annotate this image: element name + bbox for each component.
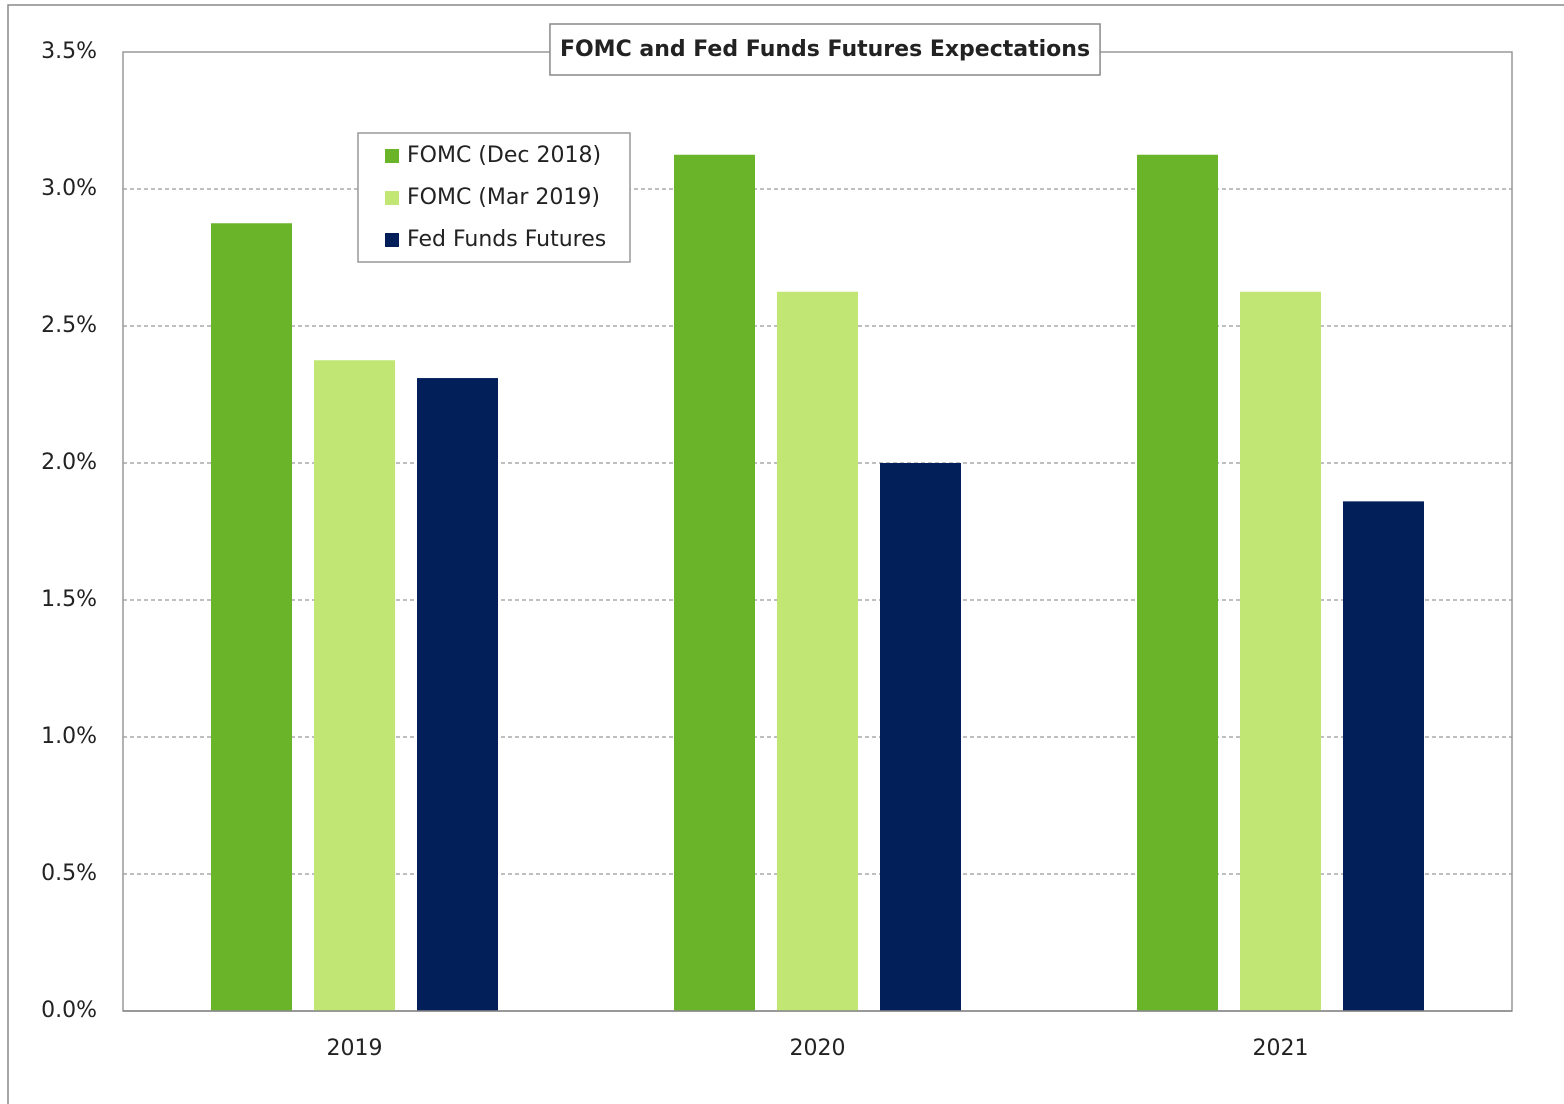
legend-box xyxy=(357,132,631,263)
x-tick-label: 2020 xyxy=(790,1036,846,1061)
x-tick-label: 2021 xyxy=(1253,1036,1309,1061)
bar xyxy=(777,291,858,1011)
bar xyxy=(674,154,755,1011)
y-tick-label: 1.5% xyxy=(41,587,97,612)
y-tick-label: 3.0% xyxy=(41,176,97,201)
title-box xyxy=(549,23,1101,76)
legend-swatch xyxy=(385,233,399,247)
bar xyxy=(1240,291,1321,1011)
bar xyxy=(1343,501,1424,1011)
legend-swatch xyxy=(385,191,399,205)
bar xyxy=(211,223,292,1011)
y-tick-label: 2.0% xyxy=(41,450,97,475)
y-tick-label: 0.5% xyxy=(41,861,97,886)
y-tick-label: 1.0% xyxy=(41,724,97,749)
legend-label: Fed Funds Futures xyxy=(407,227,606,252)
legend-label: FOMC (Mar 2019) xyxy=(407,185,600,210)
y-tick-label: 3.5% xyxy=(41,39,97,64)
legend-swatch xyxy=(385,149,399,163)
chart-title: FOMC and Fed Funds Futures Expectations xyxy=(560,37,1090,62)
y-tick-label: 0.0% xyxy=(41,998,97,1023)
bar xyxy=(1137,154,1218,1011)
bar xyxy=(417,378,498,1011)
bar xyxy=(314,360,395,1011)
y-tick-label: 2.5% xyxy=(41,313,97,338)
legend-label: FOMC (Dec 2018) xyxy=(407,143,601,168)
x-tick-label: 2019 xyxy=(327,1036,383,1061)
bar xyxy=(880,463,961,1011)
